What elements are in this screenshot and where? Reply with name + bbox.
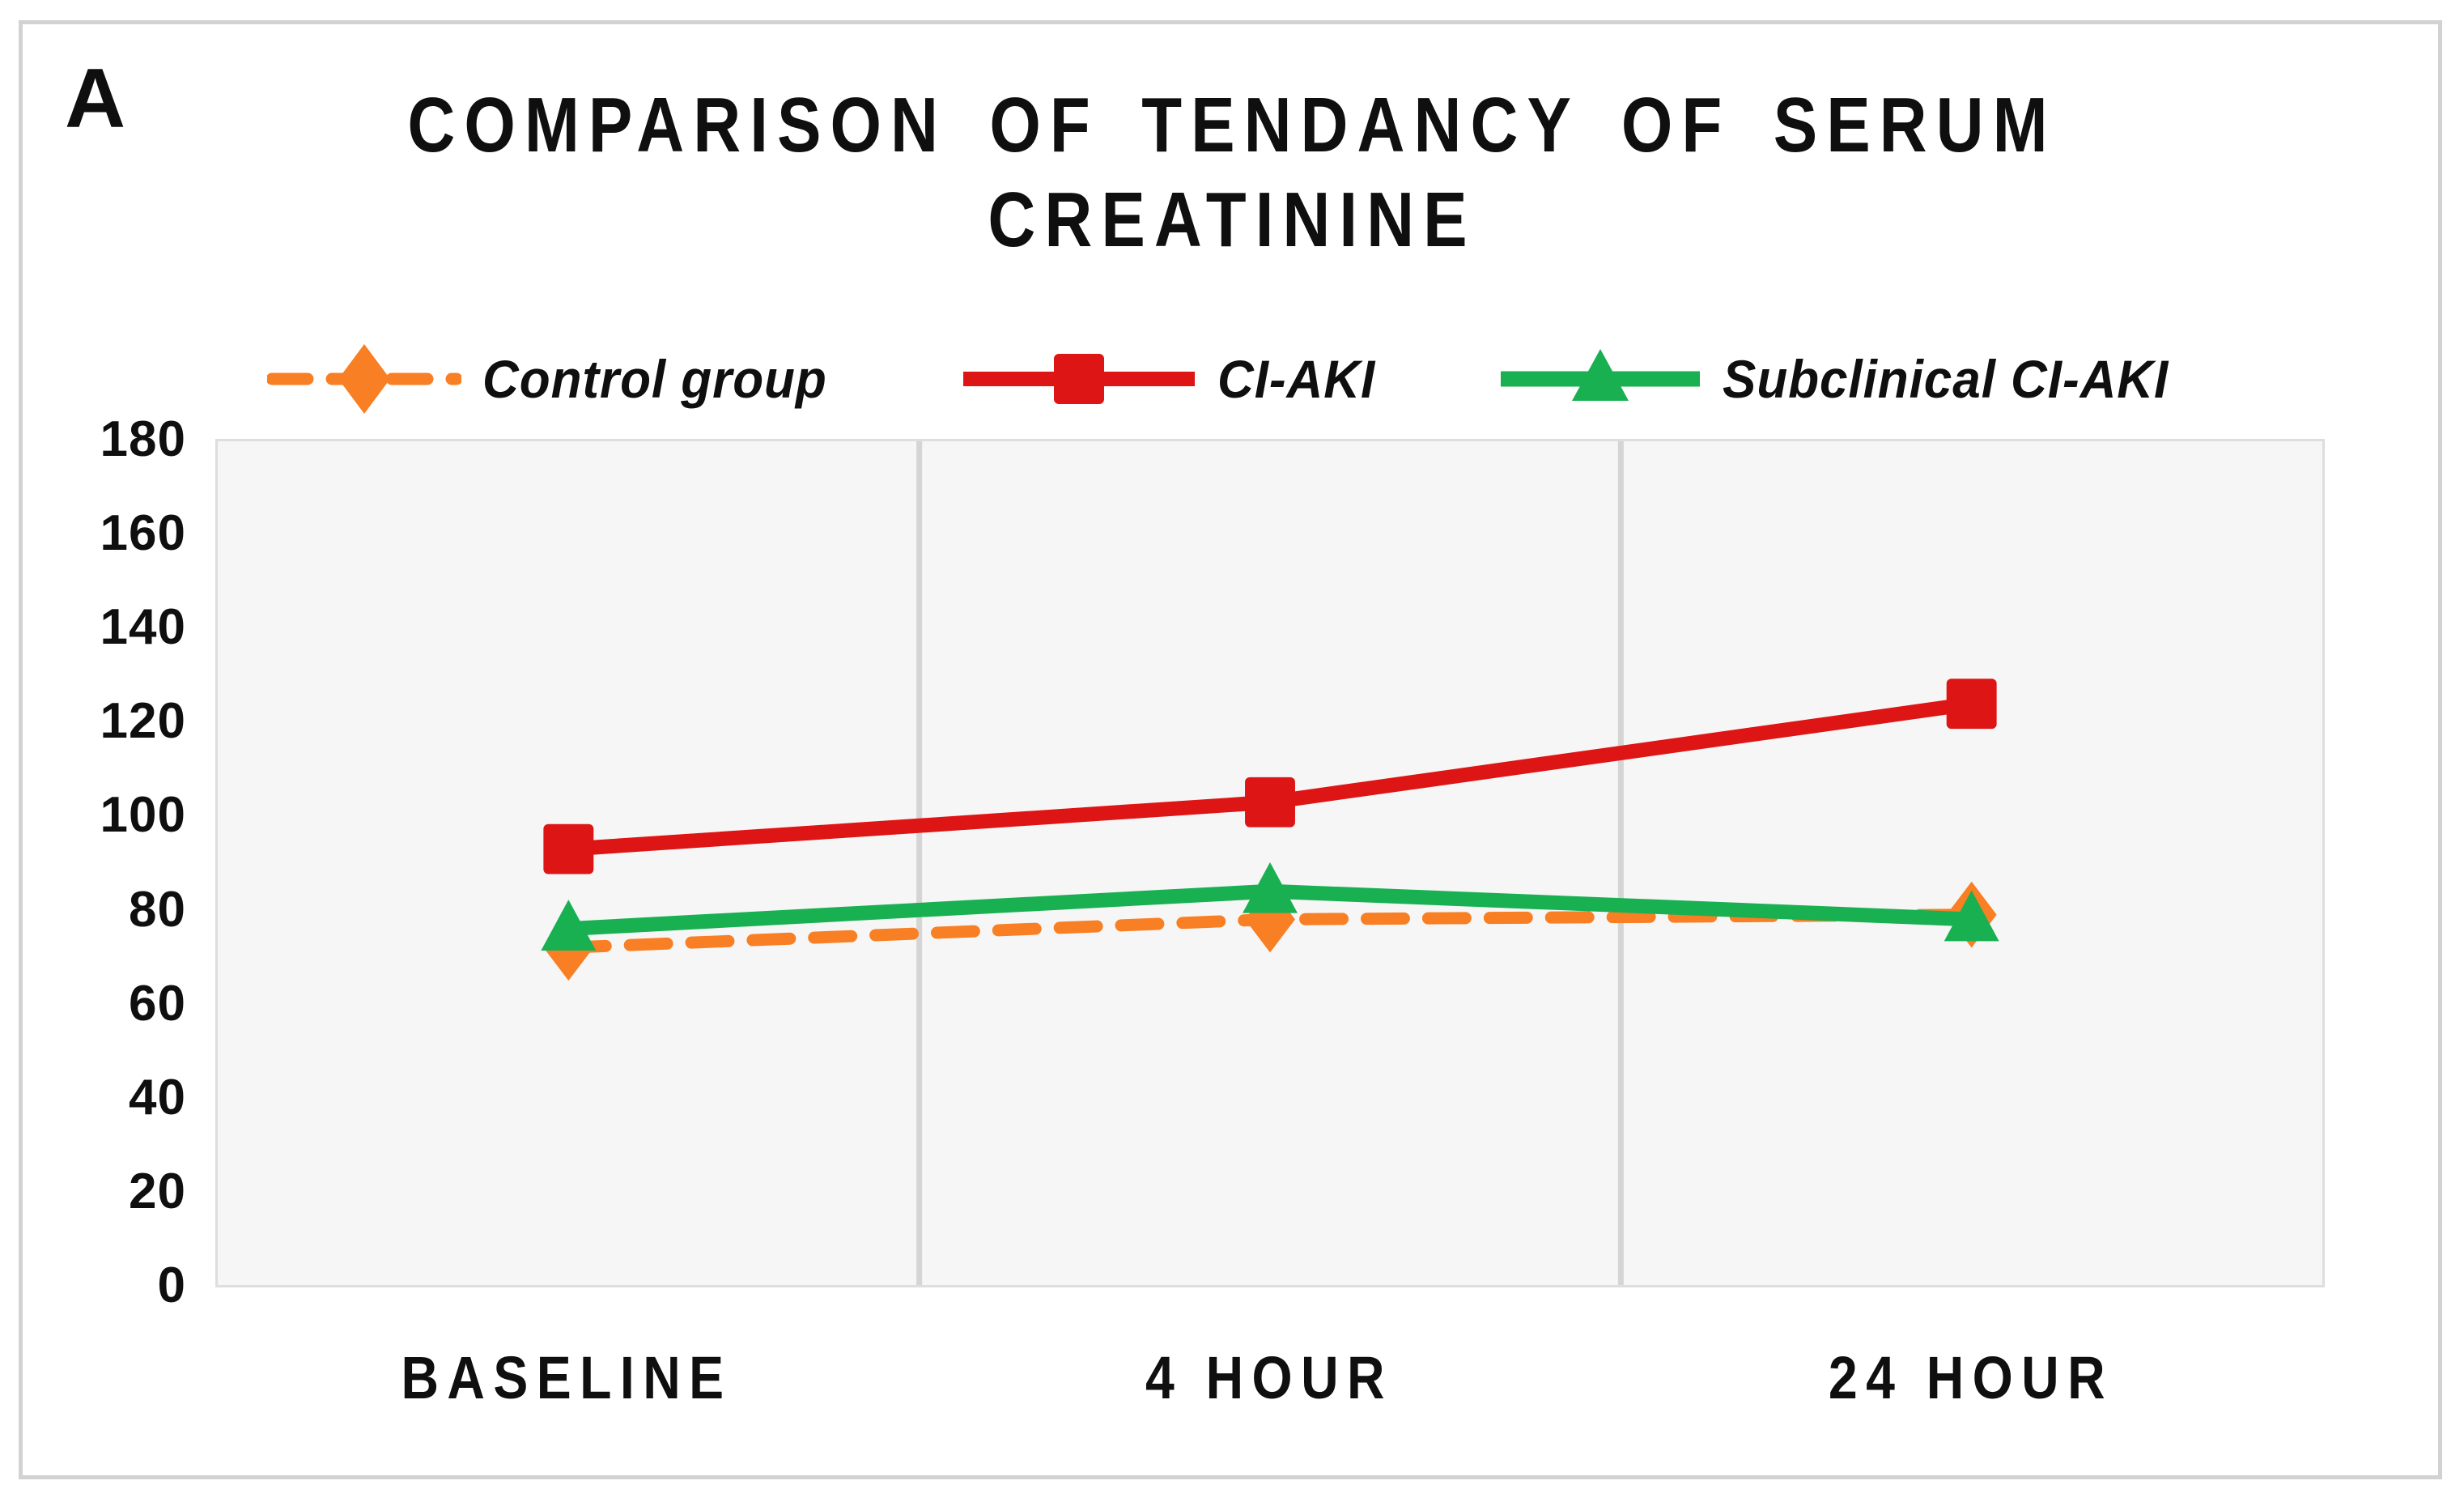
legend-item-ci-aki: CI-AKI <box>962 334 1386 423</box>
chart-title: COMPARISON OF TENDANCY OF SERUM CREATINI… <box>185 78 2279 267</box>
triangle-marker-icon <box>1944 890 1999 942</box>
chart-title-line2: CREATININE <box>988 177 1476 263</box>
triangle-marker-icon <box>1243 862 1298 913</box>
plot-area <box>215 439 2325 1287</box>
panel-label: A <box>65 52 126 146</box>
series-subclinical-ci-aki <box>541 862 1999 951</box>
legend-item-subclinical-ci-aki: Subclinical CI-AKI <box>1499 334 2197 423</box>
dashed-diamond-marker-icon <box>266 344 461 414</box>
legend: Control group CI-AKI Subclinical CI-AKI <box>0 330 2464 428</box>
legend-label-control-group: Control group <box>482 349 827 409</box>
legend-label-ci-aki: CI-AKI <box>1217 349 1376 409</box>
line-square-marker-icon <box>963 354 1196 404</box>
triangle-marker-icon <box>541 900 597 951</box>
square-marker-icon <box>1946 679 1997 730</box>
chart-canvas <box>541 441 1999 1285</box>
line-triangle-marker-icon <box>1501 349 1701 401</box>
legend-label-subclinical-ci-aki: Subclinical CI-AKI <box>1723 349 2169 409</box>
square-marker-icon <box>543 823 594 874</box>
square-marker-icon <box>1245 777 1295 828</box>
series-ci-aki <box>543 679 1997 874</box>
series-line <box>561 696 1979 857</box>
chart-title-line1: COMPARISON OF TENDANCY OF SERUM <box>407 82 2057 168</box>
legend-item-control-group: Control group <box>266 334 849 423</box>
